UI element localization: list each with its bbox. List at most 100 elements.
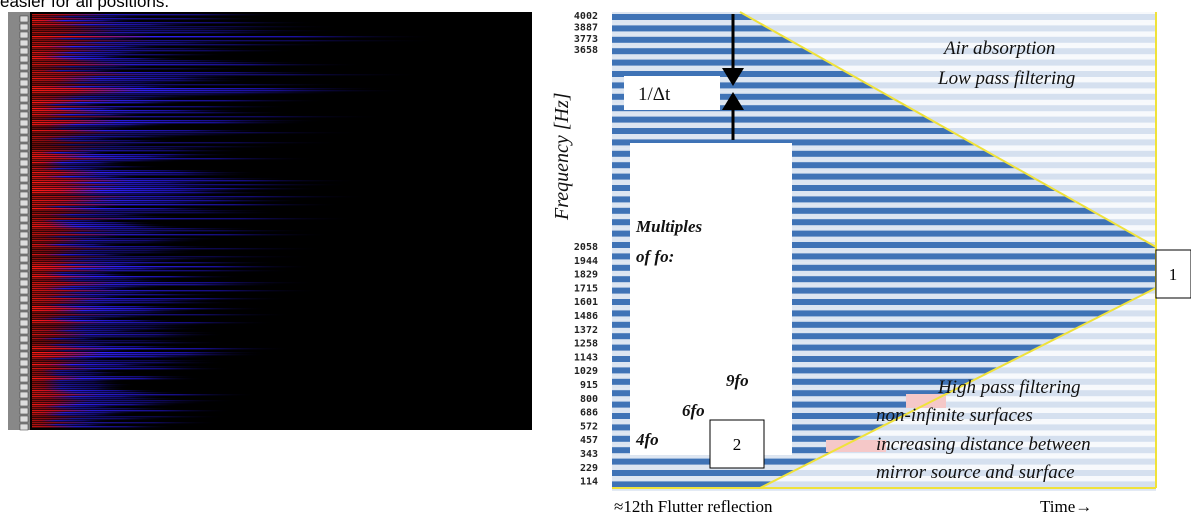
frequency-tick: 572 [580, 421, 598, 432]
spectrogram-streak [32, 288, 141, 290]
axis-cell [19, 367, 29, 375]
stripe-blue [612, 93, 1156, 100]
spectrogram-streak [32, 110, 254, 112]
stripe-blue [612, 333, 1156, 340]
axis-cell [19, 47, 29, 55]
stripe-blue [612, 378, 1156, 385]
spectrogram-streak [32, 100, 328, 102]
axis-cell [19, 55, 29, 63]
spectrogram-streak [32, 200, 310, 202]
frequency-tick: 686 [580, 408, 598, 419]
spectrogram-streak [32, 276, 244, 278]
spectrogram-streak [32, 84, 352, 86]
stripe-blue [612, 139, 1156, 146]
axis-cell [19, 63, 29, 71]
spectrogram-streak [32, 60, 270, 62]
axis-cell [19, 215, 29, 223]
spectrogram-streak [32, 304, 131, 306]
stripe-blue [612, 401, 1156, 408]
annotation: of fo: [636, 247, 674, 266]
spectrogram-streak [32, 282, 316, 284]
spectrogram-streak [32, 184, 353, 186]
callout-box [709, 419, 765, 469]
spectrogram-streak [32, 322, 276, 324]
stripe-blue [612, 173, 1156, 180]
axis-cell [19, 143, 29, 151]
spectrogram-streak [32, 256, 312, 258]
annotation: increasing distance between [876, 434, 1091, 455]
axis-cell [19, 31, 29, 39]
spectrogram-streak [32, 272, 132, 274]
delta-t-label: 1/Δt [638, 84, 671, 105]
spectrogram-streak [32, 176, 146, 178]
frequency-tick: 1143 [574, 352, 598, 363]
annotation: 4fo [635, 430, 659, 449]
spectrogram-streak [32, 346, 194, 348]
spectrogram-streak [32, 146, 294, 148]
axis-cell [19, 295, 29, 303]
spectrogram-streak [32, 118, 120, 120]
spectrogram-streak [32, 106, 295, 108]
spectrogram-streak [32, 148, 230, 150]
spectrogram-streak [32, 218, 356, 220]
spectrogram-streak [32, 224, 171, 226]
spectrogram-streak [32, 142, 344, 144]
annotation: Multiples [635, 217, 703, 236]
axis-cell [19, 39, 29, 47]
spectrogram-streak [32, 76, 256, 78]
frequency-tick: 3887 [574, 22, 598, 33]
spectrogram-streak [32, 316, 163, 318]
spectrogram-streak [32, 352, 268, 354]
spectrogram-streak [32, 328, 208, 330]
spectrogram-streak [32, 298, 288, 300]
spectrogram-streak [32, 228, 262, 230]
spectrogram-streak [32, 128, 137, 130]
spectrogram-streak [32, 340, 200, 342]
spectrogram-streak [32, 370, 115, 372]
spectrogram-streak [32, 88, 388, 90]
spectrogram-streak [32, 116, 387, 118]
stripe-blue [612, 242, 1156, 248]
axis-cell [19, 135, 29, 143]
spectrogram-streak [32, 104, 115, 106]
diagonal-line [739, 11, 1157, 248]
spectrogram-streak [32, 22, 322, 24]
spectrogram-streak [32, 348, 292, 350]
axis-cell [19, 207, 29, 215]
spectrogram-streak [32, 230, 318, 232]
spectrogram-streak [32, 212, 287, 214]
callout: 2 [733, 435, 742, 454]
tick-column [540, 230, 610, 488]
spectrogram-streak [32, 354, 269, 356]
spectrogram-streak [32, 318, 123, 320]
spectrogram-streak [32, 310, 206, 312]
axis-cell [19, 95, 29, 103]
spectrogram-streak [32, 376, 198, 378]
diagonal-line [759, 287, 1157, 489]
spectrogram-streak [32, 306, 191, 308]
spectrogram-streak [32, 70, 128, 72]
spectrogram-streak [32, 132, 364, 134]
spectrogram-streak [32, 46, 171, 48]
spectrogram-streak [32, 262, 282, 264]
stripe-blue [612, 196, 1156, 203]
axis-cell [19, 303, 29, 311]
spectrogram-streak [32, 178, 294, 180]
spectrogram-streak [32, 72, 337, 74]
stripe-blue [612, 367, 1156, 374]
spectrogram-streak [32, 270, 295, 272]
frequency-tick: 1258 [574, 339, 598, 350]
frequency-tick: 4002 [574, 11, 598, 22]
axis-cell [19, 279, 29, 287]
axis-cell [19, 391, 29, 399]
spectrogram-streak [32, 24, 213, 26]
highlight [906, 394, 946, 408]
spectrogram-streak [32, 382, 126, 384]
spectrogram-streak [32, 264, 165, 266]
spectrogram-streak [32, 96, 215, 98]
stripe-blue [612, 264, 1156, 271]
spectrogram-streak [32, 42, 257, 44]
spectrogram-streak [32, 418, 173, 420]
axis-cell [19, 87, 29, 95]
spectrogram-streak [32, 102, 196, 104]
